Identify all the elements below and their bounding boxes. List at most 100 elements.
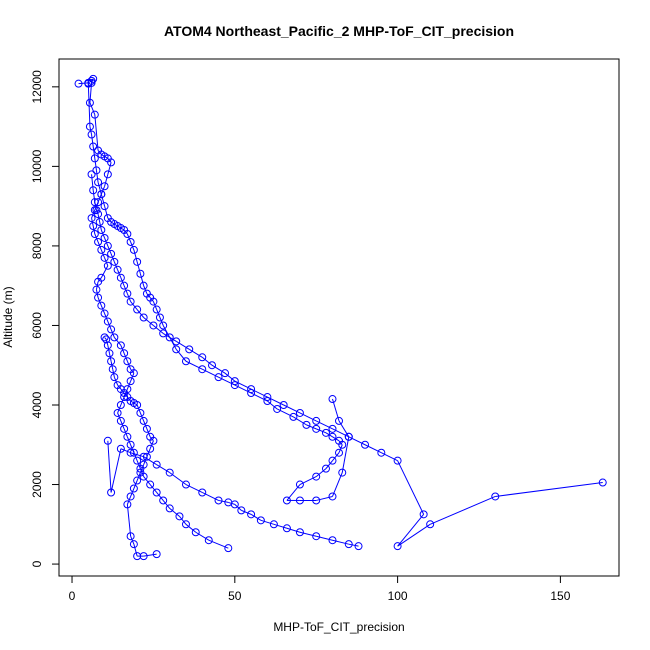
data-point (214, 373, 223, 382)
data-point (139, 460, 148, 469)
series-segment (429, 496, 496, 525)
data-point (181, 357, 190, 366)
x-axis: 0 50 100 150 (69, 575, 571, 603)
data-point (126, 377, 135, 386)
series-segment (139, 412, 145, 422)
series-segment (97, 150, 102, 155)
data-point (110, 333, 119, 342)
data-point (328, 395, 337, 404)
data-point (133, 257, 142, 266)
data-point (74, 79, 83, 88)
series-segment (149, 297, 154, 302)
series-segment (185, 484, 203, 493)
series-layer (74, 74, 607, 561)
data-point (97, 226, 106, 235)
data-point (302, 420, 311, 429)
data-point (92, 166, 101, 175)
series-segment (267, 396, 284, 406)
data-point (116, 444, 125, 453)
series-4 (100, 333, 161, 561)
series-segment (130, 488, 135, 497)
series-segment (120, 388, 125, 394)
x-tick-label: 0 (69, 589, 76, 603)
series-segment (146, 448, 151, 457)
x-tick-label: 150 (550, 589, 570, 603)
data-point (282, 496, 291, 505)
series-5 (103, 436, 363, 551)
data-point (95, 218, 104, 227)
series-segment (136, 309, 145, 318)
series-segment (250, 388, 268, 398)
data-point (103, 241, 112, 250)
series-3 (87, 170, 607, 551)
data-point (142, 424, 151, 433)
series-segment (78, 82, 89, 85)
series-segment (146, 428, 151, 437)
series-segment (126, 380, 132, 390)
data-point (103, 341, 112, 350)
series-segment (224, 372, 236, 382)
series-segment (94, 114, 99, 151)
series-segment (94, 202, 97, 211)
data-point (152, 460, 161, 469)
data-point (94, 237, 103, 246)
series-segment (299, 412, 317, 422)
data-point (94, 277, 103, 286)
series-segment (316, 428, 327, 434)
series-segment (397, 523, 431, 547)
series-segment (276, 408, 294, 418)
data-point (89, 222, 98, 231)
series-segment (104, 257, 109, 266)
series-segment (169, 508, 180, 517)
series-segment (306, 424, 317, 430)
data-point (85, 98, 94, 107)
data-point (129, 245, 138, 254)
data-point (149, 436, 158, 445)
data-point (312, 472, 321, 481)
data-point (361, 440, 370, 449)
data-point (116, 273, 125, 282)
data-point (123, 500, 132, 509)
data-point (165, 468, 174, 477)
series-segment (104, 237, 109, 247)
series-segment (273, 523, 288, 529)
data-point (354, 542, 363, 551)
data-point (185, 345, 194, 354)
data-point (116, 341, 125, 350)
data-point (159, 329, 168, 338)
data-point (328, 424, 337, 433)
x-tick-label: 50 (228, 589, 242, 603)
series-segment (348, 436, 366, 446)
series-segment (95, 170, 99, 183)
data-point (92, 285, 101, 294)
data-point (295, 528, 304, 537)
series-segment (146, 293, 151, 298)
data-point (103, 170, 112, 179)
data-point (90, 110, 99, 119)
data-point (256, 516, 265, 525)
chart-title: ATOM4 Northeast_Pacific_2 MHP-ToF_CIT_pr… (164, 23, 514, 39)
data-point (129, 484, 138, 493)
series-segment (218, 499, 229, 503)
x-tick-label: 100 (388, 589, 408, 603)
series-segment (156, 309, 161, 318)
data-point (123, 432, 132, 441)
series-segment (104, 313, 109, 322)
series-segment (381, 452, 398, 462)
data-point (126, 532, 135, 541)
data-point (139, 452, 148, 461)
series-segment (136, 472, 141, 481)
data-point (312, 532, 321, 541)
data-point (208, 361, 217, 370)
series-segment (316, 535, 333, 541)
data-point (279, 400, 288, 409)
data-point (84, 79, 93, 88)
series-segment (133, 480, 138, 489)
series-segment (117, 384, 122, 390)
series-segment (97, 241, 102, 251)
data-point (419, 510, 428, 519)
data-point (126, 237, 135, 246)
data-point (312, 496, 321, 505)
data-point (123, 229, 132, 238)
data-point (103, 317, 112, 326)
